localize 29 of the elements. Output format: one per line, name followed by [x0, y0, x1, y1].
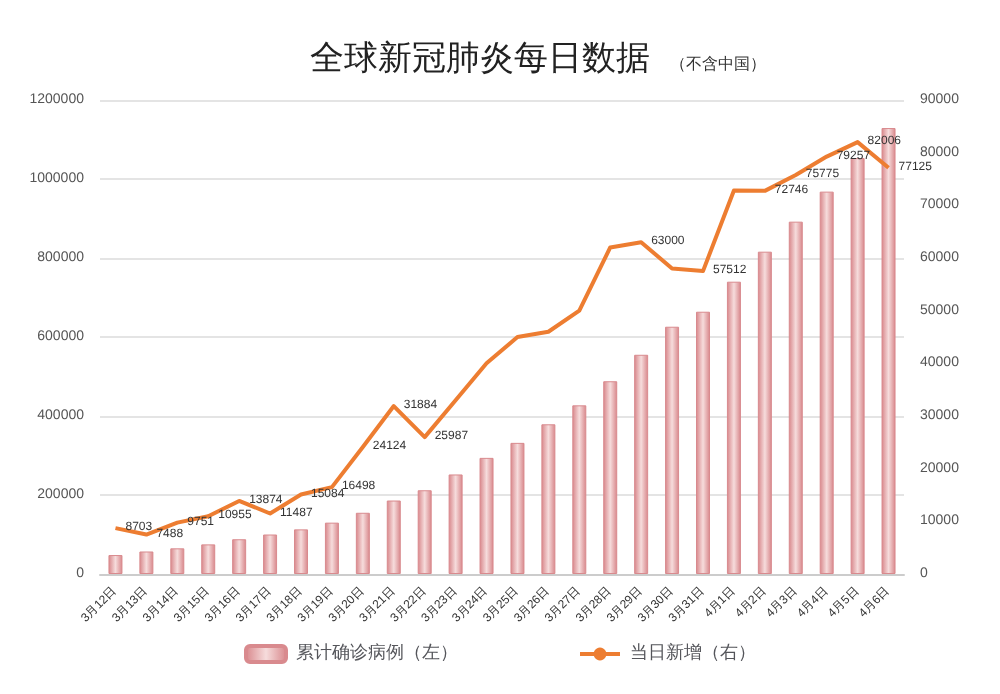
bar [696, 311, 710, 574]
bar [479, 457, 494, 574]
legend-label: 当日新增（右） [630, 642, 756, 664]
bar [603, 381, 618, 574]
legend-label: 累计确诊病例（左） [296, 642, 458, 664]
bar [757, 251, 772, 574]
bar [788, 221, 803, 574]
chart-subtitle: （不含中国） [670, 55, 766, 73]
bar [294, 529, 308, 574]
bar [448, 474, 463, 574]
bar [510, 442, 525, 574]
bar [139, 551, 154, 574]
bar [634, 354, 649, 574]
bar [665, 326, 680, 574]
bar [726, 281, 741, 574]
bar [386, 500, 401, 574]
bar [819, 191, 834, 574]
bar [572, 405, 587, 574]
bar [355, 512, 370, 574]
bar [170, 548, 185, 574]
bar [541, 424, 556, 574]
bar [324, 522, 339, 574]
bar [263, 534, 278, 574]
bar [232, 539, 247, 574]
bar [201, 544, 216, 574]
bar [108, 555, 123, 574]
bar [417, 490, 432, 574]
bar [850, 158, 865, 574]
chart-title: 全球新冠肺炎每日数据 [310, 39, 650, 79]
